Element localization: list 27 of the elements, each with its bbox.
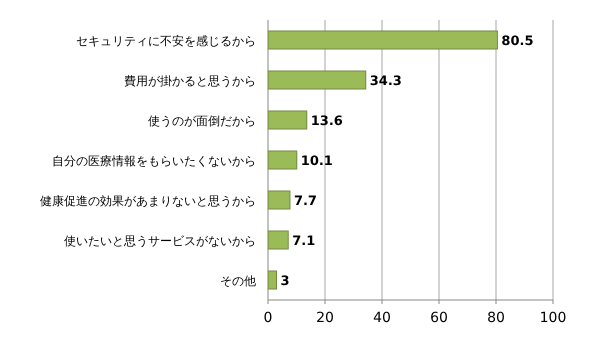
x-tick-label: 100 (540, 310, 566, 326)
bar (268, 190, 290, 210)
bar (268, 30, 498, 50)
data-label: 7.1 (292, 234, 316, 249)
data-label: 10.1 (300, 154, 333, 169)
data-label: 7.7 (294, 194, 317, 209)
x-tick-label: 60 (430, 310, 448, 326)
y-tick-label: 使いたいと思うサービスがないから (64, 234, 256, 248)
x-tick-label: 40 (373, 310, 391, 326)
bar (268, 70, 366, 90)
x-tick-label: 20 (316, 310, 334, 326)
bar (268, 150, 298, 170)
y-tick-label: 使うのが面倒だから (148, 114, 256, 128)
y-tick-label: 自分の医療情報をもらいたくないから (52, 154, 256, 168)
bar (268, 230, 289, 250)
bar (268, 270, 278, 290)
y-tick-label: 健康促進の効果があまりないと思うから (40, 194, 256, 208)
x-tick-label: 0 (264, 310, 272, 326)
data-label: 34.3 (370, 74, 402, 89)
y-tick-label: 費用が掛かると思うから (124, 74, 256, 88)
data-label: 80.5 (501, 34, 534, 49)
y-tick-label: その他 (220, 274, 256, 288)
y-tick-label: セキュリティに不安を感じるから (76, 34, 256, 48)
bar (268, 110, 308, 130)
data-label: 3 (280, 274, 290, 289)
data-label: 13.6 (310, 114, 343, 129)
x-tick-label: 80 (487, 310, 505, 326)
